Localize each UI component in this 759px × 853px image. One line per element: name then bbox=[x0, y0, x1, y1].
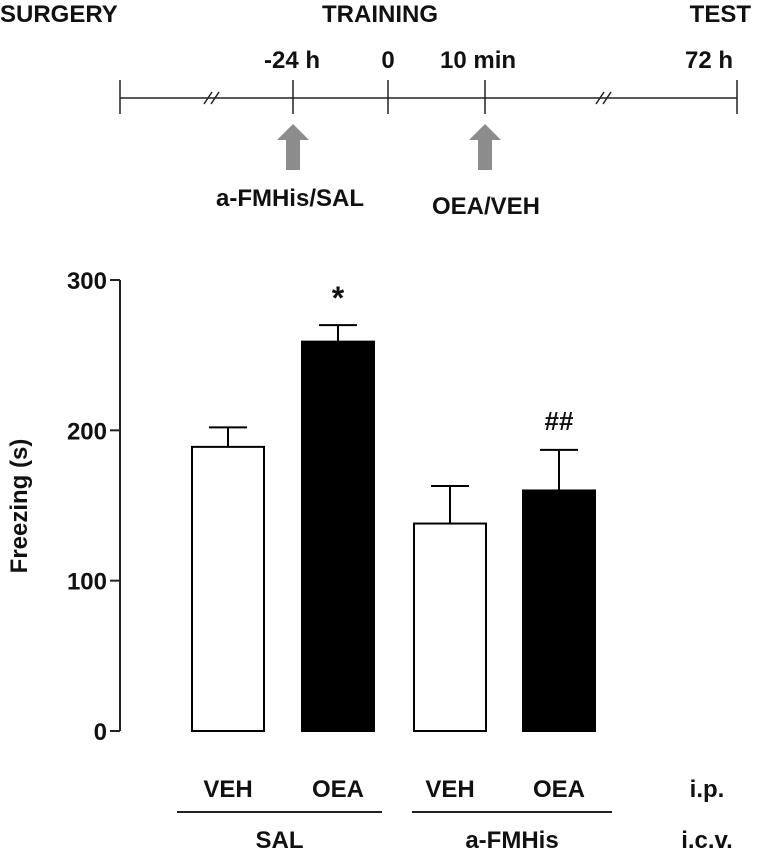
injection-arrow-up-icon-first bbox=[277, 124, 309, 170]
icv-group-label: a-FMHis bbox=[465, 827, 558, 853]
ip-row-label: i.p. bbox=[690, 776, 725, 803]
significance-annotations: * ## bbox=[332, 280, 574, 436]
injection-label-first: a-FMHis/SAL bbox=[216, 185, 364, 212]
injection-label-second: OEA/VEH bbox=[432, 193, 540, 220]
bar-oea-a-fmhis bbox=[522, 489, 596, 733]
ip-label: OEA bbox=[533, 776, 585, 803]
y-tick-label: 300 bbox=[67, 268, 107, 295]
bar-oea-sal bbox=[301, 340, 375, 732]
ip-label: OEA bbox=[312, 776, 364, 803]
tick-label-minus24h: -24 h bbox=[264, 47, 320, 74]
y-axis-label: Freezing (s) bbox=[6, 439, 33, 574]
y-tick-label: 100 bbox=[67, 569, 107, 596]
phase-surgery-label: SURGERY bbox=[0, 1, 118, 28]
phase-test-label: TEST bbox=[690, 1, 752, 28]
ip-label: VEH bbox=[425, 776, 474, 803]
timeline: SURGERY TRAINING TEST -24 h 0 10 min 72 … bbox=[0, 1, 751, 220]
ip-label: VEH bbox=[203, 776, 252, 803]
bars bbox=[191, 340, 596, 733]
timeline-break-marker-left bbox=[203, 91, 220, 105]
tick-label-tenmin: 10 min bbox=[440, 47, 516, 74]
error-bars bbox=[209, 324, 578, 524]
tick-label-seventytwoh: 72 h bbox=[685, 47, 733, 74]
icv-group-label: SAL bbox=[256, 827, 304, 853]
significance-marker: ## bbox=[545, 406, 574, 436]
bar-chart: Freezing (s) 0 100 200 300 * ## VEH OEA VEH OEA… bbox=[6, 268, 733, 853]
tick-label-zero: 0 bbox=[381, 47, 394, 74]
timeline-break-marker-right bbox=[595, 91, 612, 105]
icv-row-label: i.c.v. bbox=[681, 827, 733, 853]
significance-marker: * bbox=[332, 280, 345, 316]
y-tick-label: 200 bbox=[67, 418, 107, 445]
y-tick-label: 0 bbox=[94, 719, 107, 746]
x-axis-labels: VEH OEA VEH OEA bbox=[203, 776, 585, 803]
phase-training-label: TRAINING bbox=[322, 1, 438, 28]
group-underlines: SAL a-FMHis bbox=[177, 811, 612, 853]
injection-arrow-up-icon-second bbox=[469, 124, 501, 170]
bar-veh-a-fmhis bbox=[413, 522, 487, 732]
y-axis-ticks: 0 100 200 300 bbox=[67, 268, 120, 746]
bar-veh-sal bbox=[191, 445, 265, 732]
